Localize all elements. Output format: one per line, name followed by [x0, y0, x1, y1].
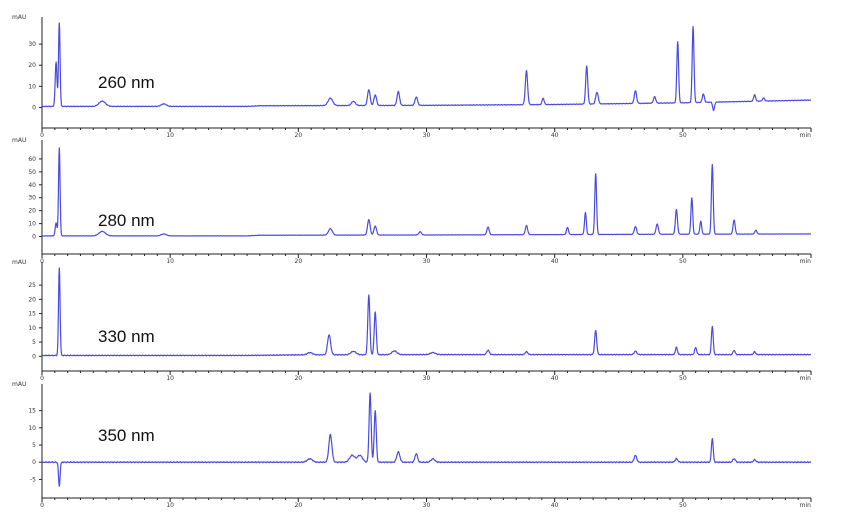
y-tick-label: 40: [28, 182, 36, 189]
y-axis-label: mAU: [12, 14, 26, 21]
chromatogram-panel-4: mAU -5 0 5 10 15 0 10 20 30 40 50 min 350 nm: [12, 381, 812, 509]
x-tick-label: 30: [423, 132, 431, 139]
y-tick-label: 15: [28, 408, 36, 415]
x-tick-label: 50: [679, 502, 687, 509]
y-tick-label: 20: [28, 208, 36, 215]
y-tick-label: 10: [28, 83, 36, 90]
y-tick-label: 0: [32, 234, 36, 241]
wavelength-label: 350 nm: [98, 426, 155, 445]
y-tick-label: 15: [28, 311, 36, 318]
y-tick-label: 20: [28, 296, 36, 303]
x-tick-label: 50: [679, 258, 687, 265]
y-tick-label: 0: [32, 459, 36, 466]
x-tick-label: 20: [295, 258, 303, 265]
x-tick-label: 50: [679, 132, 687, 139]
y-tick-label: 5: [32, 339, 36, 346]
wavelength-label: 260 nm: [98, 73, 155, 92]
x-tick-label: 20: [295, 502, 303, 509]
x-tick-label: 40: [551, 502, 559, 509]
x-axis-label: min: [800, 502, 812, 509]
x-tick-label: 0: [40, 375, 44, 382]
y-tick-label: 30: [28, 41, 36, 48]
x-tick-label: 0: [40, 132, 44, 139]
x-tick-label: 0: [40, 502, 44, 509]
chromatogram-trace: [41, 147, 812, 237]
y-axis-label: mAU: [12, 259, 26, 266]
wavelength-label: 330 nm: [98, 327, 155, 346]
x-tick-label: 10: [166, 258, 174, 265]
y-tick-label: 20: [28, 62, 36, 69]
y-tick-label: 50: [28, 169, 36, 176]
chromatogram-panel-2: mAU 0 10 20 30 40 50 60 0 10 20 30 40 50 min 280 nm: [12, 137, 812, 265]
y-tick-label: 0: [32, 104, 36, 111]
y-tick-label: 5: [32, 442, 36, 449]
y-tick-label: 10: [28, 325, 36, 332]
x-tick-label: 0: [40, 258, 44, 265]
x-tick-label: 10: [166, 375, 174, 382]
x-tick-label: 40: [551, 258, 559, 265]
x-axis-label: min: [800, 375, 812, 382]
y-tick-label: 60: [28, 156, 36, 163]
chromatogram-panel-3: mAU 0 5 10 15 20 25 0 10 20 30 40 50 min 330 nm: [12, 259, 812, 382]
y-tick-label: 10: [28, 221, 36, 228]
x-tick-label: 10: [166, 502, 174, 509]
y-tick-label: 10: [28, 425, 36, 432]
y-axis-label: mAU: [12, 381, 26, 388]
chromatogram-panel-1: mAU 0 10 20 30 0 10 20 30 40 50 min 260 nm: [12, 14, 812, 139]
x-tick-label: 40: [551, 132, 559, 139]
x-axis-label: min: [800, 258, 812, 265]
chromatogram-trace: [41, 392, 812, 487]
wavelength-label: 280 nm: [98, 211, 155, 230]
chromatogram-trace: [41, 22, 812, 112]
x-tick-label: 10: [166, 132, 174, 139]
y-tick-label: 25: [28, 282, 36, 289]
y-axis-label: mAU: [12, 137, 26, 144]
x-axis-label: min: [800, 132, 812, 139]
x-tick-label: 20: [295, 375, 303, 382]
x-tick-label: 40: [551, 375, 559, 382]
y-tick-label: 0: [32, 353, 36, 360]
x-tick-label: 30: [423, 375, 431, 382]
x-tick-label: 20: [295, 132, 303, 139]
x-tick-label: 30: [423, 258, 431, 265]
x-tick-label: 50: [679, 375, 687, 382]
x-tick-label: 30: [423, 502, 431, 509]
chromatogram-trace: [41, 267, 812, 357]
y-tick-label: -5: [30, 476, 36, 483]
y-tick-label: 30: [28, 195, 36, 202]
